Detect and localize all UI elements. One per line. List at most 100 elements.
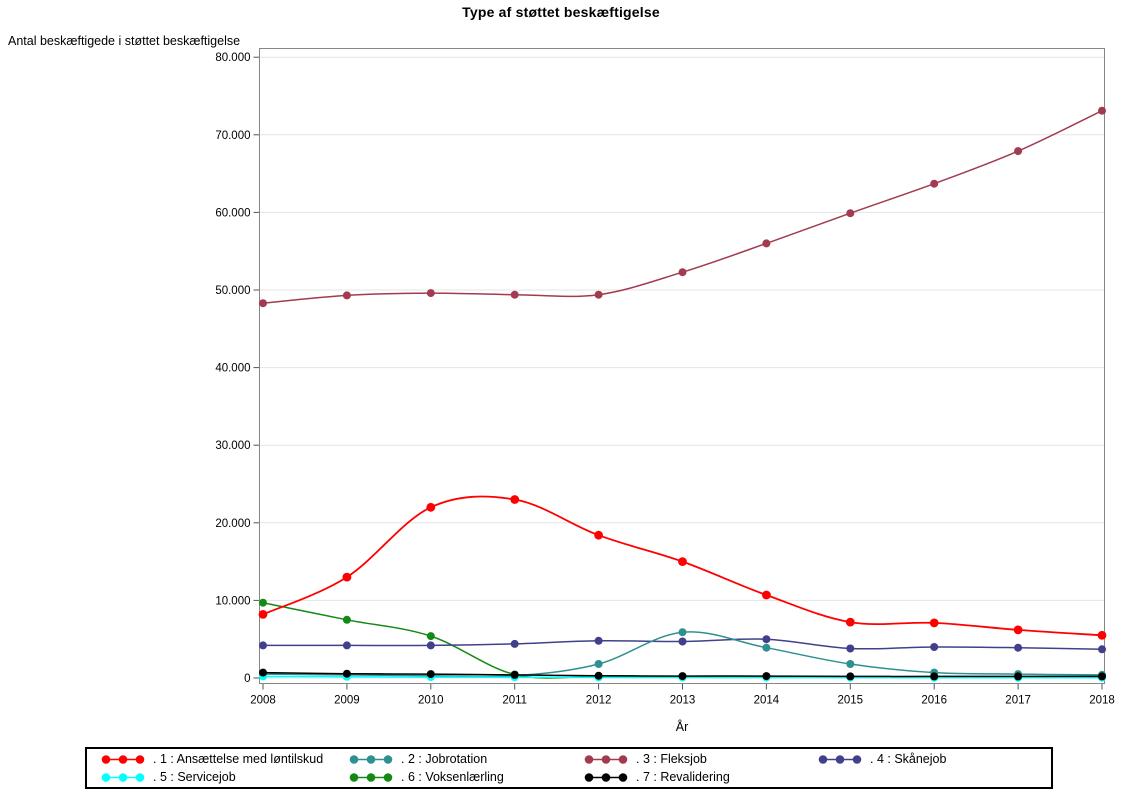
x-tick-label: 2012 bbox=[586, 695, 612, 707]
x-tick-label: 2015 bbox=[838, 695, 864, 707]
data-point-marker bbox=[1014, 643, 1023, 652]
data-point-marker bbox=[510, 290, 519, 299]
legend-item-label: . 6 : Voksenlærling bbox=[401, 770, 504, 784]
legend-item-5: . 5 : Servicejob bbox=[100, 769, 348, 785]
data-point-marker bbox=[846, 209, 855, 218]
legend-item-label: . 5 : Servicejob bbox=[153, 770, 236, 784]
data-point-marker bbox=[1098, 106, 1106, 115]
legend-item-2: . 2 : Jobrotation bbox=[348, 751, 583, 767]
data-point-marker bbox=[678, 637, 687, 646]
x-tick-label: 2016 bbox=[921, 695, 947, 707]
data-point-marker bbox=[1013, 625, 1023, 635]
legend: . 1 : Ansættelse med løntilskud . 2 : Job… bbox=[85, 747, 1053, 789]
data-point-marker bbox=[1014, 147, 1023, 156]
y-tick-label: 30.000 bbox=[215, 440, 250, 452]
data-point-marker bbox=[678, 268, 687, 277]
data-point-marker bbox=[678, 628, 687, 637]
data-point-marker bbox=[845, 617, 855, 627]
y-tick-label: 60.000 bbox=[215, 207, 250, 219]
y-axis-label: Antal beskæftigede i støttet beskæftigel… bbox=[8, 34, 241, 48]
data-point-marker bbox=[1098, 645, 1106, 654]
data-point-marker bbox=[510, 670, 519, 679]
series-1 bbox=[258, 495, 1107, 640]
data-point-marker bbox=[426, 670, 435, 679]
chart-title: Type af støttet beskæftigelse bbox=[462, 4, 660, 20]
series-3 bbox=[259, 106, 1106, 308]
data-point-marker bbox=[342, 291, 351, 300]
data-point-marker bbox=[846, 672, 855, 681]
series-7 bbox=[259, 668, 1106, 681]
data-point-marker bbox=[594, 660, 603, 668]
data-point-marker bbox=[426, 641, 435, 650]
x-tick-label: 2011 bbox=[502, 695, 527, 707]
x-tick-label: 2010 bbox=[418, 695, 444, 707]
series-2 bbox=[259, 628, 1106, 680]
y-tick-label: 40.000 bbox=[215, 363, 250, 375]
legend-item-label: . 3 : Fleksjob bbox=[636, 752, 707, 766]
plot-frame bbox=[259, 48, 1105, 684]
legend-item-1: . 1 : Ansættelse med løntilskud bbox=[100, 751, 348, 767]
data-point-marker bbox=[1098, 672, 1106, 681]
data-point-marker bbox=[762, 635, 771, 644]
legend-item-7: . 7 : Revalidering bbox=[583, 769, 817, 785]
legend-series-marker-icon bbox=[101, 772, 145, 782]
data-point-marker bbox=[762, 239, 771, 248]
x-tick-label: 2013 bbox=[670, 695, 696, 707]
legend-series-marker-icon bbox=[818, 754, 862, 764]
y-tick-label: 10.000 bbox=[215, 595, 250, 607]
legend-item-4: . 4 : Skånejob bbox=[817, 751, 1051, 767]
x-tick-label: 2009 bbox=[334, 695, 360, 707]
data-point-marker bbox=[846, 660, 855, 668]
y-tick-label: 0 bbox=[244, 673, 250, 685]
y-tick-label: 20.000 bbox=[215, 518, 250, 530]
data-point-marker bbox=[594, 530, 603, 540]
data-point-marker bbox=[426, 289, 435, 298]
data-point-marker bbox=[259, 641, 267, 650]
chart-canvas: 0 10.000 20.000 30.000 40.000 50.000 60.000 70.… bbox=[215, 48, 1115, 707]
x-tick-label: 2017 bbox=[1005, 695, 1031, 707]
data-point-marker bbox=[678, 672, 687, 681]
data-point-marker bbox=[930, 643, 939, 651]
x-tick-label: 2018 bbox=[1089, 695, 1115, 707]
data-point-marker bbox=[259, 299, 267, 308]
x-axis-label: År bbox=[675, 720, 689, 734]
legend-series-marker-icon bbox=[349, 754, 393, 764]
data-point-marker bbox=[259, 668, 267, 677]
data-point-marker bbox=[762, 672, 771, 681]
data-point-marker bbox=[342, 641, 351, 650]
data-point-marker bbox=[510, 495, 520, 504]
data-point-marker bbox=[1014, 672, 1023, 681]
data-point-marker bbox=[342, 615, 351, 624]
data-point-marker bbox=[930, 672, 939, 681]
data-point-marker bbox=[258, 610, 268, 619]
legend-item-label: . 1 : Ansættelse med løntilskud bbox=[153, 752, 324, 766]
legend-item-label: . 7 : Revalidering bbox=[636, 770, 730, 784]
x-tick-label: 2008 bbox=[250, 695, 276, 707]
data-point-marker bbox=[930, 179, 939, 188]
data-point-marker bbox=[259, 598, 267, 607]
data-point-marker bbox=[594, 671, 603, 680]
data-point-marker bbox=[342, 669, 351, 678]
legend-series-marker-icon bbox=[584, 754, 628, 764]
y-tick-label: 80.000 bbox=[215, 52, 250, 64]
data-point-marker bbox=[342, 572, 352, 582]
data-point-marker bbox=[678, 557, 687, 566]
legend-series-marker-icon bbox=[349, 772, 393, 782]
legend-item-label: . 2 : Jobrotation bbox=[401, 752, 488, 766]
data-point-marker bbox=[594, 290, 603, 299]
data-point-marker bbox=[929, 618, 939, 628]
y-tick-label: 70.000 bbox=[215, 130, 250, 142]
legend-item-6: . 6 : Voksenlærling bbox=[348, 769, 583, 785]
series-4 bbox=[259, 635, 1106, 654]
data-point-marker bbox=[762, 590, 771, 600]
data-point-marker bbox=[426, 632, 435, 641]
legend-series-marker-icon bbox=[584, 772, 628, 782]
x-tick-label: 2014 bbox=[754, 695, 780, 707]
data-point-marker bbox=[594, 636, 603, 645]
data-point-marker bbox=[846, 644, 855, 653]
legend-series-marker-icon bbox=[101, 754, 145, 764]
y-tick-label: 50.000 bbox=[215, 285, 250, 297]
legend-item-3: . 3 : Fleksjob bbox=[583, 751, 817, 767]
data-point-marker bbox=[762, 643, 771, 652]
legend-item-label: . 4 : Skånejob bbox=[870, 752, 947, 766]
